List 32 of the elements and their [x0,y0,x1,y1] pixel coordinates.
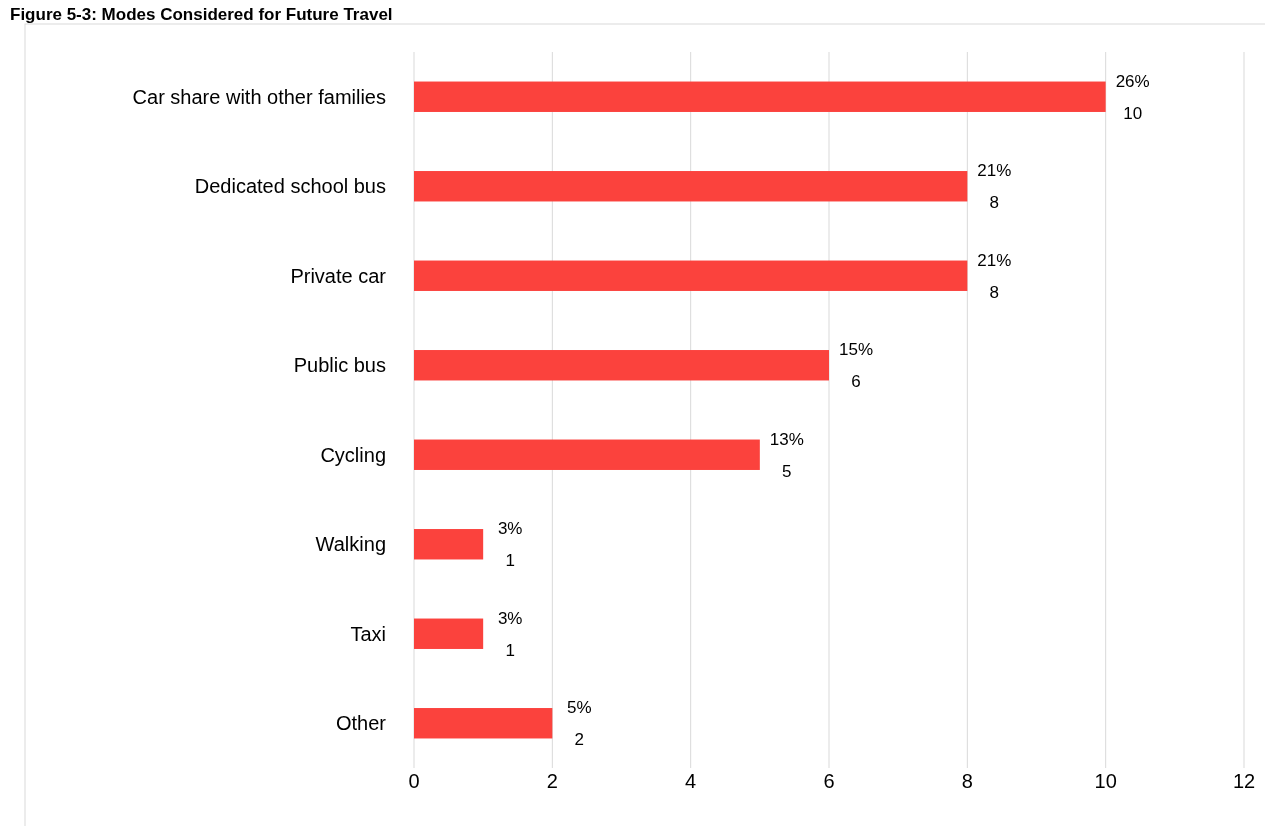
y-tick-label: Other [335,712,387,735]
data-label: 3% 1 [497,608,523,660]
bar [414,439,760,470]
data-label: 13% 5 [769,429,804,481]
y-tick-label: Car share with other families [132,85,386,108]
bar [414,260,968,291]
data-label: 21% 8 [977,250,1012,302]
y-tick-label: Taxi [350,622,386,645]
text: Figure 5-3: Modes Considered for Future Travel [10,5,393,24]
data-label: 5% 2 [567,698,592,750]
bar [414,618,484,649]
data-label: 21% 8 [977,161,1012,213]
bar [414,81,1106,112]
x-tick-label: 10 [1094,770,1117,792]
bar [414,350,829,381]
y-tick-label: Private car [290,264,387,287]
data-label: 26% 10 [1115,71,1150,123]
bar [414,171,968,202]
x-tick-label: 0 [408,770,420,792]
data-label: 3% 1 [497,519,523,571]
bar [414,708,553,739]
y-tick-label: Cycling [320,443,386,466]
bar [414,529,484,560]
data-label: 15% 6 [838,340,874,392]
y-tick-label: Walking [315,533,386,556]
y-tick-label: Dedicated school bus [194,175,386,198]
x-tick-label: 8 [961,770,973,792]
x-tick-label: 2 [546,770,558,792]
x-tick-label: 4 [685,770,697,792]
x-tick-label: 12 [1232,770,1256,792]
y-tick-label: Public bus [293,354,386,377]
x-tick-label: 6 [823,770,835,792]
